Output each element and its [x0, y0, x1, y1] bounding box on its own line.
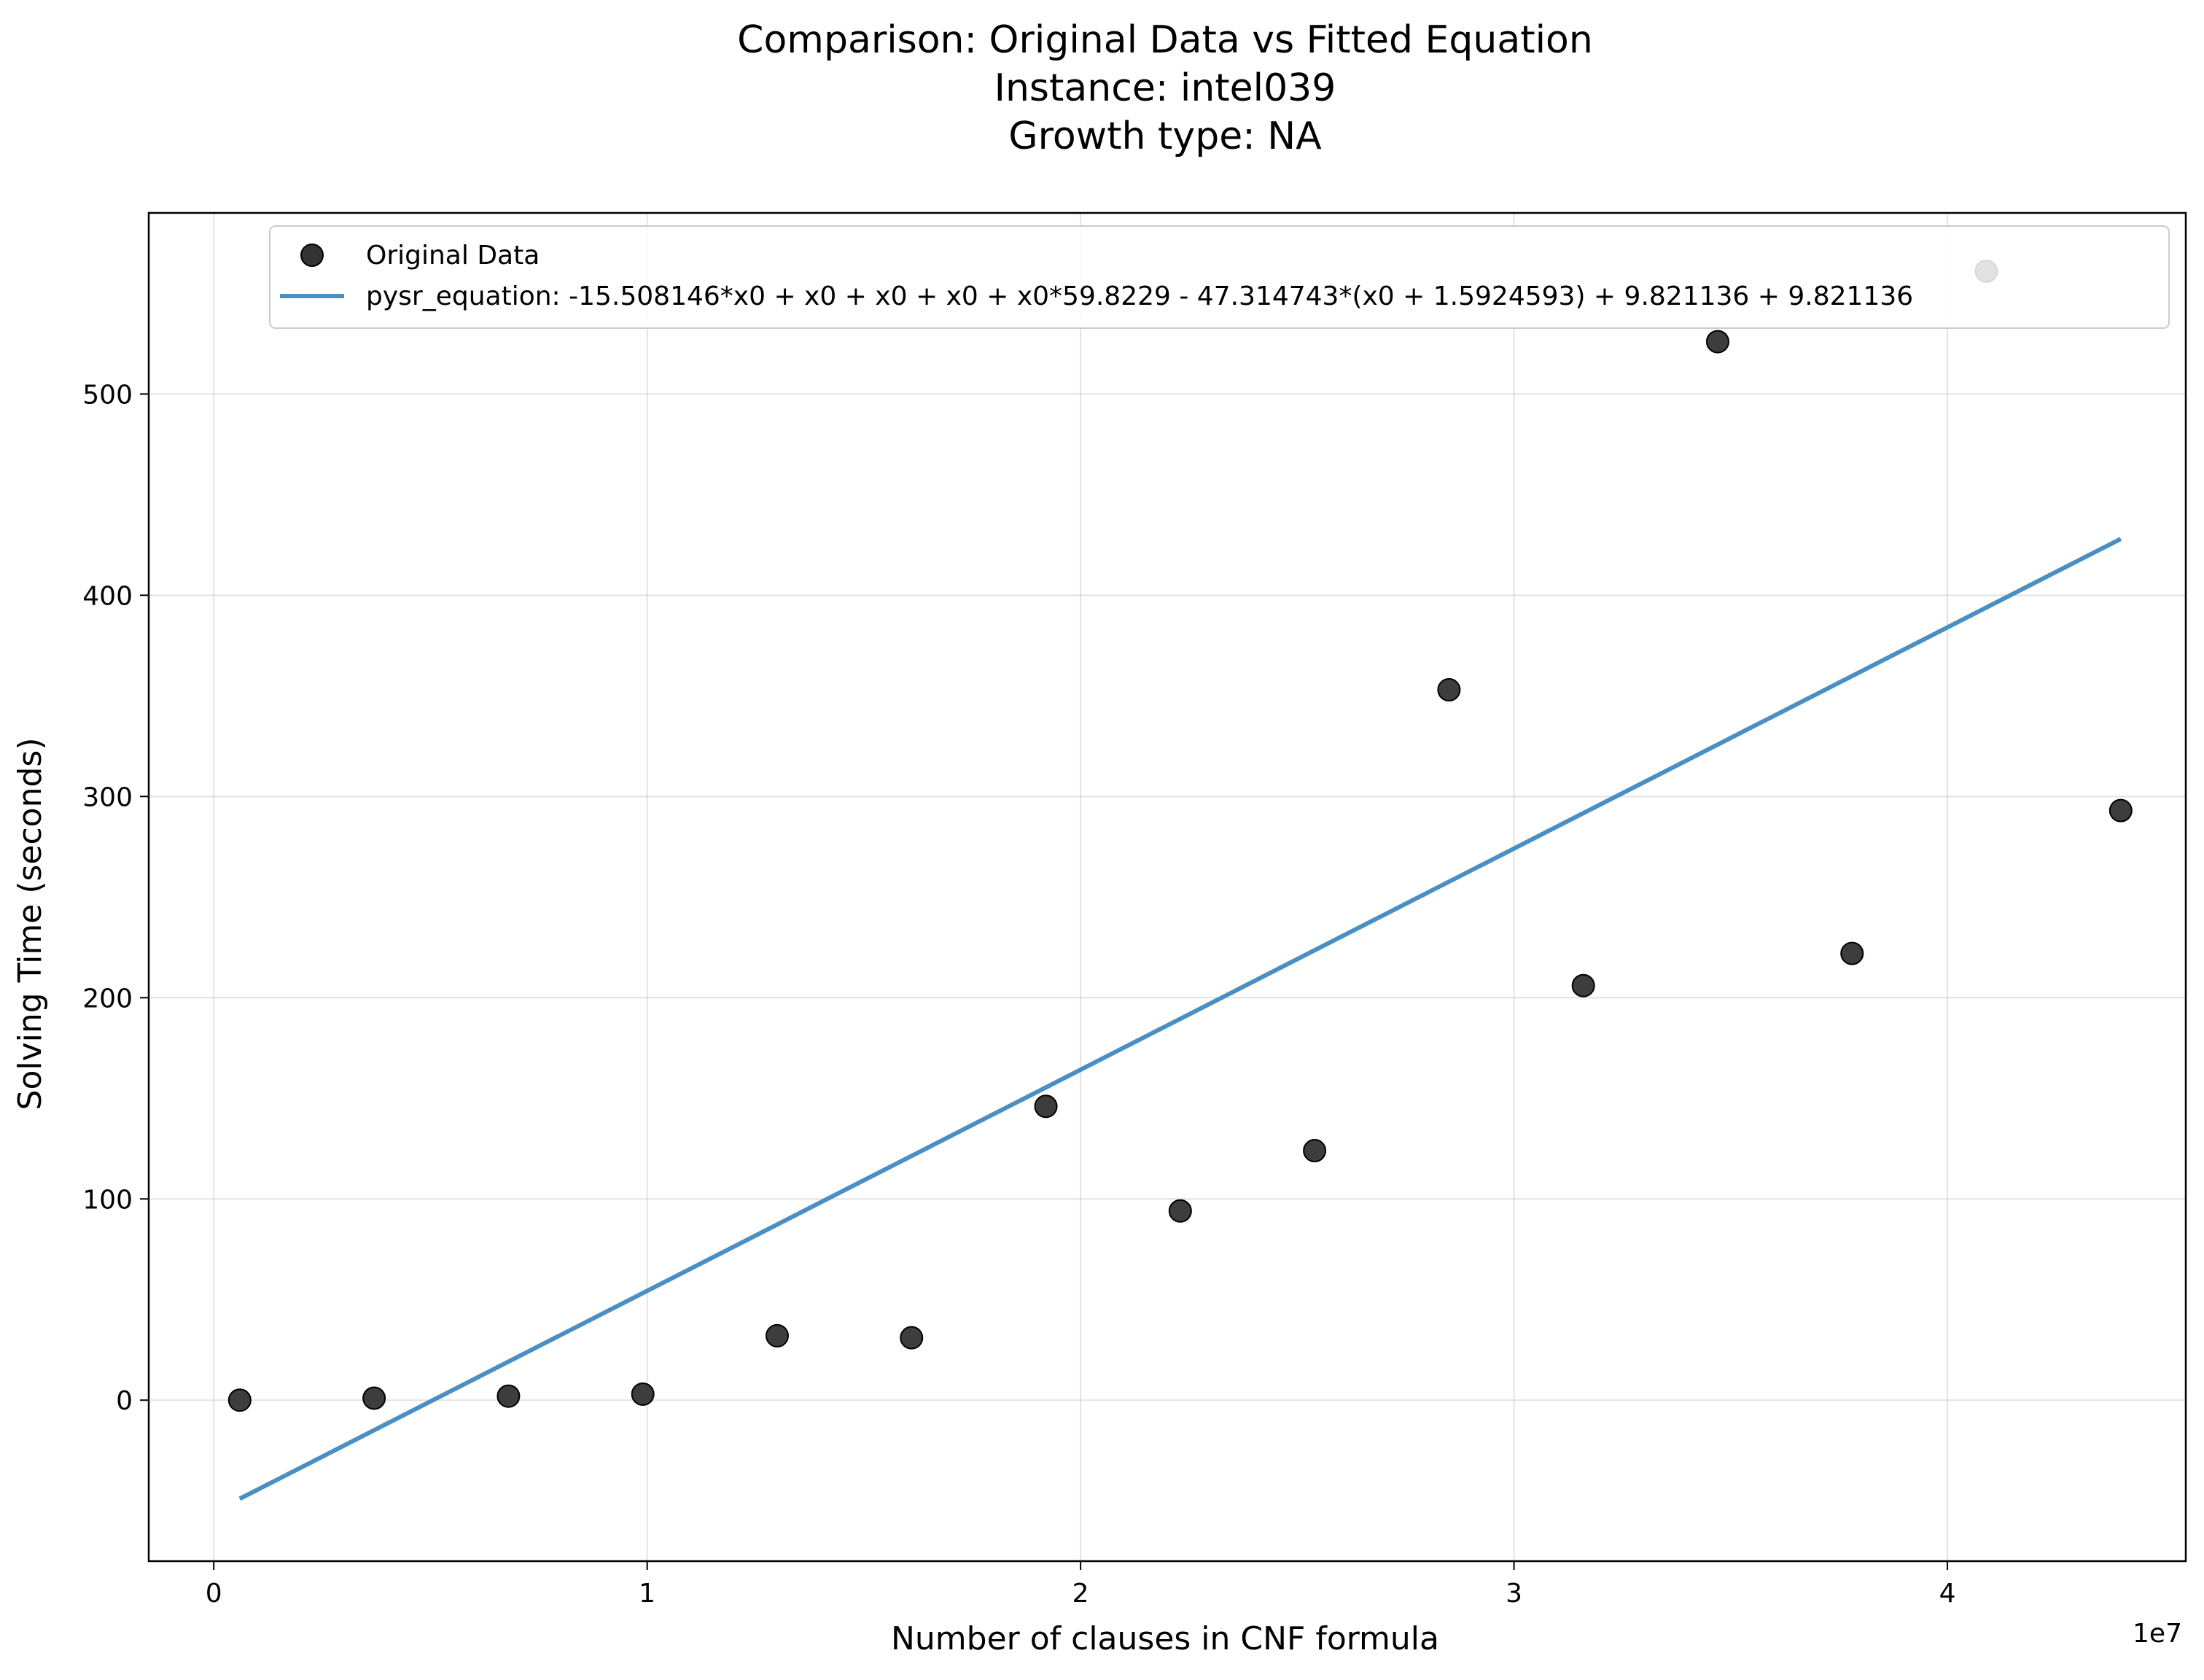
fitted-equation-line	[238, 537, 2122, 1501]
x-tick-label: 4	[1939, 1579, 1956, 1609]
legend-box	[269, 225, 2170, 329]
data-point	[1034, 1094, 1058, 1119]
x-tick-label: 1	[639, 1579, 655, 1609]
data-point	[765, 1323, 789, 1348]
data-point	[1168, 1199, 1192, 1223]
x-axis-offset-label: 1e7	[2133, 1619, 2182, 1649]
grid	[149, 213, 2186, 1561]
x-axis-ticks: 0 1 2 3 4	[206, 1561, 1956, 1609]
x-tick-label: 3	[1506, 1579, 1522, 1609]
y-tick-label: 500	[82, 380, 133, 410]
x-axis-label: Number of clauses in CNF formula	[891, 1620, 1439, 1657]
data-point	[1437, 678, 1461, 702]
data-point	[497, 1384, 521, 1408]
legend-label-fitted-equation: pysr_equation: -15.508146*x0 + x0 + x0 +…	[366, 281, 1913, 311]
data-point	[1705, 330, 1729, 354]
data-point	[1571, 973, 1595, 998]
y-tick-label: 300	[82, 782, 133, 812]
y-axis-label: Solving Time (seconds)	[12, 738, 49, 1111]
plot-area-frame	[147, 211, 2187, 1563]
y-tick-label: 200	[82, 984, 133, 1014]
y-tick-label: 100	[82, 1185, 133, 1215]
data-point	[2108, 798, 2133, 822]
chart-title: Comparison: Original Data vs Fitted Equa…	[737, 18, 1593, 158]
data-point	[631, 1382, 655, 1406]
x-tick-label: 0	[206, 1579, 222, 1609]
data-point	[1840, 941, 1864, 965]
y-axis-ticks: 0 100 200 300 400 500	[82, 380, 149, 1416]
fitted-line-layer	[238, 537, 2122, 1501]
title-line-1: Comparison: Original Data vs Fitted Equa…	[737, 18, 1593, 62]
legend-marker-original-data	[300, 244, 324, 267]
data-point	[362, 1386, 386, 1410]
legend-label-original-data: Original Data	[366, 241, 540, 271]
data-point	[900, 1326, 924, 1350]
y-tick-label: 400	[82, 581, 133, 611]
title-line-3: Growth type: NA	[1008, 114, 1322, 158]
data-point	[227, 1388, 252, 1412]
data-point	[1303, 1139, 1327, 1163]
legend: Original Data pysr_equation: -15.508146*…	[269, 225, 2170, 329]
x-tick-label: 2	[1072, 1579, 1089, 1609]
y-tick-label: 0	[116, 1386, 133, 1416]
title-line-2: Instance: intel039	[994, 66, 1336, 110]
